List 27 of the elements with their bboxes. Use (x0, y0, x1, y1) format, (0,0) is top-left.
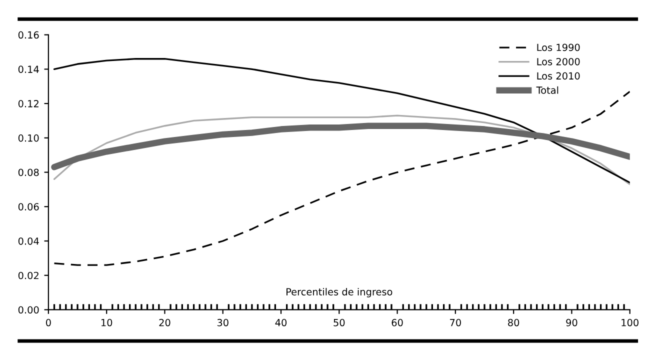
y-tick-label: 0.08 (18, 168, 39, 176)
y-tick-label: 0.14 (18, 66, 39, 73)
y-tick-label: 0.16 (18, 31, 39, 39)
x-axis-title: Percentiles de ingreso (286, 288, 392, 298)
x-tick-label: 80 (508, 318, 520, 326)
x-tick-label: 50 (334, 318, 345, 326)
legend-label: Los 1990 (537, 44, 580, 52)
y-tick-label: 0.10 (18, 134, 39, 142)
legend-label: Los 2000 (537, 58, 580, 66)
y-tick-label: 0.04 (18, 237, 39, 245)
x-tick-label: 30 (217, 318, 228, 326)
x-tick-label: 10 (101, 318, 112, 326)
y-tick-label: 0.02 (18, 272, 38, 280)
y-tick-label: 0.06 (18, 203, 39, 210)
x-tick-label: 70 (450, 318, 461, 326)
y-tick-label: 0.12 (18, 100, 38, 108)
line-series (53, 114, 630, 186)
x-tick-label: 60 (392, 318, 403, 326)
x-tick-label: 20 (159, 318, 170, 326)
x-tick-label: 90 (566, 318, 578, 326)
x-tick-label: 100 (622, 318, 638, 326)
y-tick-label: 0.00 (18, 306, 39, 314)
x-tick-label: 40 (275, 318, 287, 326)
line-series (53, 58, 630, 184)
legend-label: Los 2010 (537, 72, 580, 80)
legend-label: Total (536, 86, 558, 94)
x-tick-label: 0 (46, 318, 51, 326)
